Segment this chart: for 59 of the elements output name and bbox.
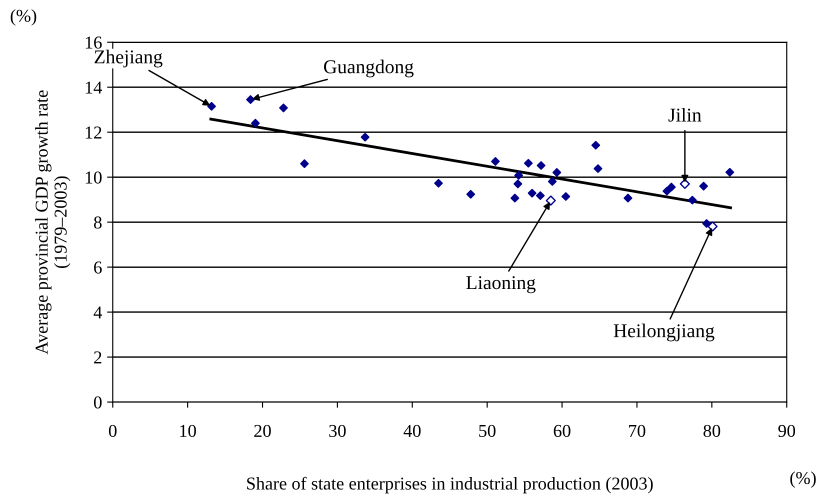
x-tick-label: 50: [479, 424, 496, 437]
x-tick-label: 10: [180, 424, 196, 437]
point: [536, 161, 546, 170]
point: [536, 191, 545, 200]
x-tick-label: 90: [778, 424, 796, 437]
point: [591, 140, 600, 150]
point: [561, 192, 570, 201]
point: [707, 221, 718, 232]
x-tick-label: 30: [329, 424, 346, 437]
y-tick-label: 8: [94, 216, 102, 229]
point: [510, 194, 520, 202]
x-tick-label: 0: [108, 424, 117, 437]
point: [688, 196, 697, 204]
y-axis-title: Average provincial GDP growth rate (1979–2003): [35, 90, 70, 354]
annotation: Heilongjiang: [614, 324, 714, 342]
y-tick-label: 2: [94, 351, 102, 364]
annotation: Jilin: [668, 108, 702, 122]
point: [680, 178, 690, 190]
point: [360, 132, 370, 142]
annotation: Zhejiang: [94, 50, 162, 68]
text: (%): [790, 471, 816, 488]
point: [434, 178, 443, 188]
point: [251, 118, 260, 128]
x-tick-label: 20: [254, 424, 271, 437]
x-tick-label: 80: [703, 424, 720, 437]
y-tick-label: 12: [86, 126, 102, 138]
point: [548, 177, 557, 186]
point: [524, 158, 533, 168]
point: [514, 180, 522, 188]
text: (%): [10, 9, 36, 26]
point: [546, 195, 556, 206]
point: [624, 194, 632, 202]
point: [491, 157, 500, 166]
point: [207, 102, 216, 111]
point: [699, 182, 708, 191]
y-tick-label: 0: [94, 396, 102, 409]
x-tick-label: 70: [629, 424, 646, 437]
point: [466, 190, 476, 199]
y-tick-label: 16: [86, 36, 102, 49]
point: [667, 182, 676, 192]
x-tick-label: 60: [554, 424, 570, 437]
point: [662, 186, 672, 196]
y-tick-label: 6: [94, 261, 102, 274]
y-tick-label: 4: [94, 306, 102, 318]
annotation: Liaoning: [466, 276, 536, 294]
point: [246, 95, 255, 104]
point: [702, 219, 711, 228]
point: [300, 159, 309, 168]
point: [552, 168, 562, 177]
y-tick-label: 10: [86, 171, 102, 184]
x-axis-title: Share of state enterprises in industrial production (2003): [247, 476, 653, 494]
point: [725, 168, 734, 177]
x-tick-label: 40: [404, 424, 421, 437]
point: [528, 188, 536, 198]
point: [279, 104, 288, 112]
point: [594, 164, 602, 174]
y-tick-label: 14: [86, 82, 102, 94]
annotation: Guangdong: [324, 60, 414, 78]
point: [514, 171, 523, 180]
